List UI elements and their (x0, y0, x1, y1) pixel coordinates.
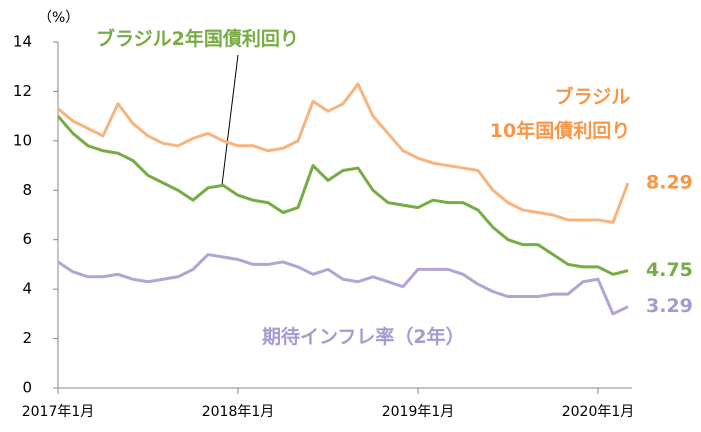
end-value-label: 4.75 (646, 259, 693, 281)
series-label: ブラジル2年国債利回り (96, 28, 299, 50)
x-tick-label: 2020年1月 (562, 404, 635, 420)
series-line (56, 115, 629, 276)
x-tick-label: 2018年1月 (202, 404, 275, 420)
end-value-label: 8.29 (646, 172, 693, 194)
end-value-label: 3.29 (646, 295, 693, 317)
series-label: ブラジル 10年国債利回り (489, 86, 631, 142)
y-tick-label: 10 (13, 131, 32, 149)
series-line (57, 82, 630, 224)
y-tick-label: 14 (13, 33, 32, 51)
series-label: 期待インフレ率（2年） (262, 326, 465, 348)
x-tick-label: 2019年1月 (382, 404, 455, 420)
y-tick-label: 4 (22, 280, 32, 298)
y-tick-label: 0 (22, 379, 32, 397)
y-tick-label: 2 (22, 329, 32, 347)
y-tick-label: 6 (22, 230, 32, 248)
pointer-line (221, 54, 239, 186)
y-tick-label: 12 (13, 82, 32, 100)
y-axis-label: （%） (38, 10, 79, 26)
x-tick-label: 2017年1月 (22, 404, 95, 420)
y-tick-label: 8 (22, 181, 32, 199)
series-line (57, 253, 629, 316)
